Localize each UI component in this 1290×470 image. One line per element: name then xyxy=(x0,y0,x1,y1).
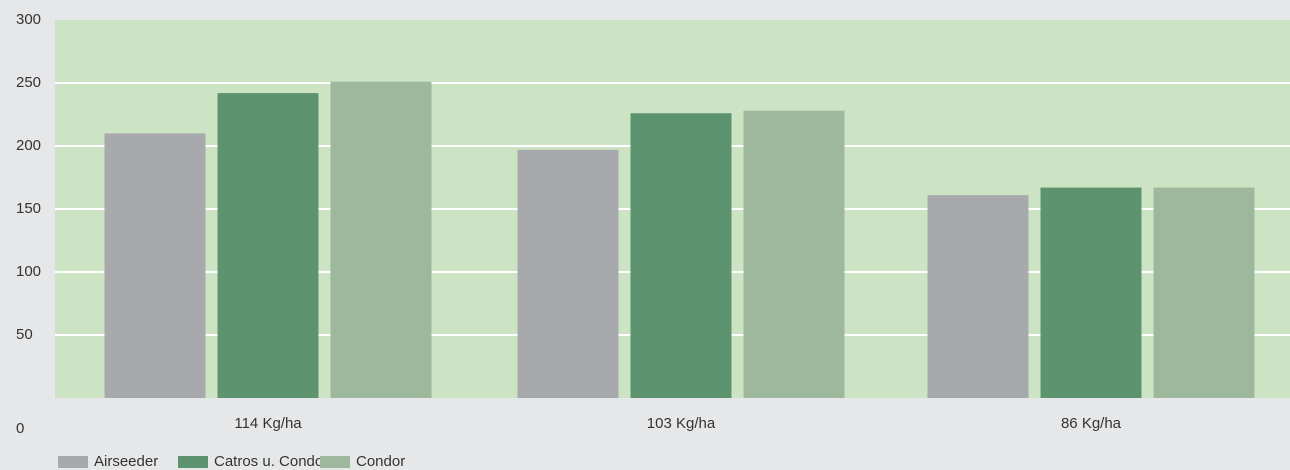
bars xyxy=(104,81,1255,399)
y-tick-label: 250 xyxy=(16,74,41,91)
x-axis-labels: 114 Kg/ha 103 Kg/ha 86 Kg/ha xyxy=(234,415,1121,432)
legend-swatch xyxy=(320,456,350,468)
legend-swatch xyxy=(58,456,88,468)
y-tick-label: 150 xyxy=(16,200,41,217)
y-tick-label: 0 xyxy=(16,420,24,437)
legend: Airseeder Catros u. Condor Condor xyxy=(58,453,405,470)
y-tick-label: 300 xyxy=(16,11,41,28)
legend-label: Catros u. Condor xyxy=(214,453,328,470)
bar-airseeder-3 xyxy=(927,195,1029,398)
bar-catros-u-condor-3 xyxy=(1040,187,1142,398)
y-tick-label: 50 xyxy=(16,326,33,343)
bar-airseeder-2 xyxy=(517,149,619,398)
y-axis-ticks: 0 50 100 150 200 250 300 xyxy=(16,11,41,437)
legend-label: Airseeder xyxy=(94,453,158,470)
x-category-label: 103 Kg/ha xyxy=(647,415,716,432)
legend-swatch xyxy=(178,456,208,468)
x-category-label: 86 Kg/ha xyxy=(1061,415,1122,432)
bar-catros-u-condor-1 xyxy=(217,93,319,398)
bar-condor-3 xyxy=(1153,187,1255,398)
x-category-label: 114 Kg/ha xyxy=(234,415,302,432)
bar-condor-2 xyxy=(743,110,845,398)
y-tick-label: 100 xyxy=(16,263,41,280)
bar-catros-u-condor-2 xyxy=(630,113,732,399)
bar-airseeder-1 xyxy=(104,133,206,398)
y-tick-label: 200 xyxy=(16,137,41,154)
legend-label: Condor xyxy=(356,453,405,470)
bar-condor-1 xyxy=(330,81,432,399)
